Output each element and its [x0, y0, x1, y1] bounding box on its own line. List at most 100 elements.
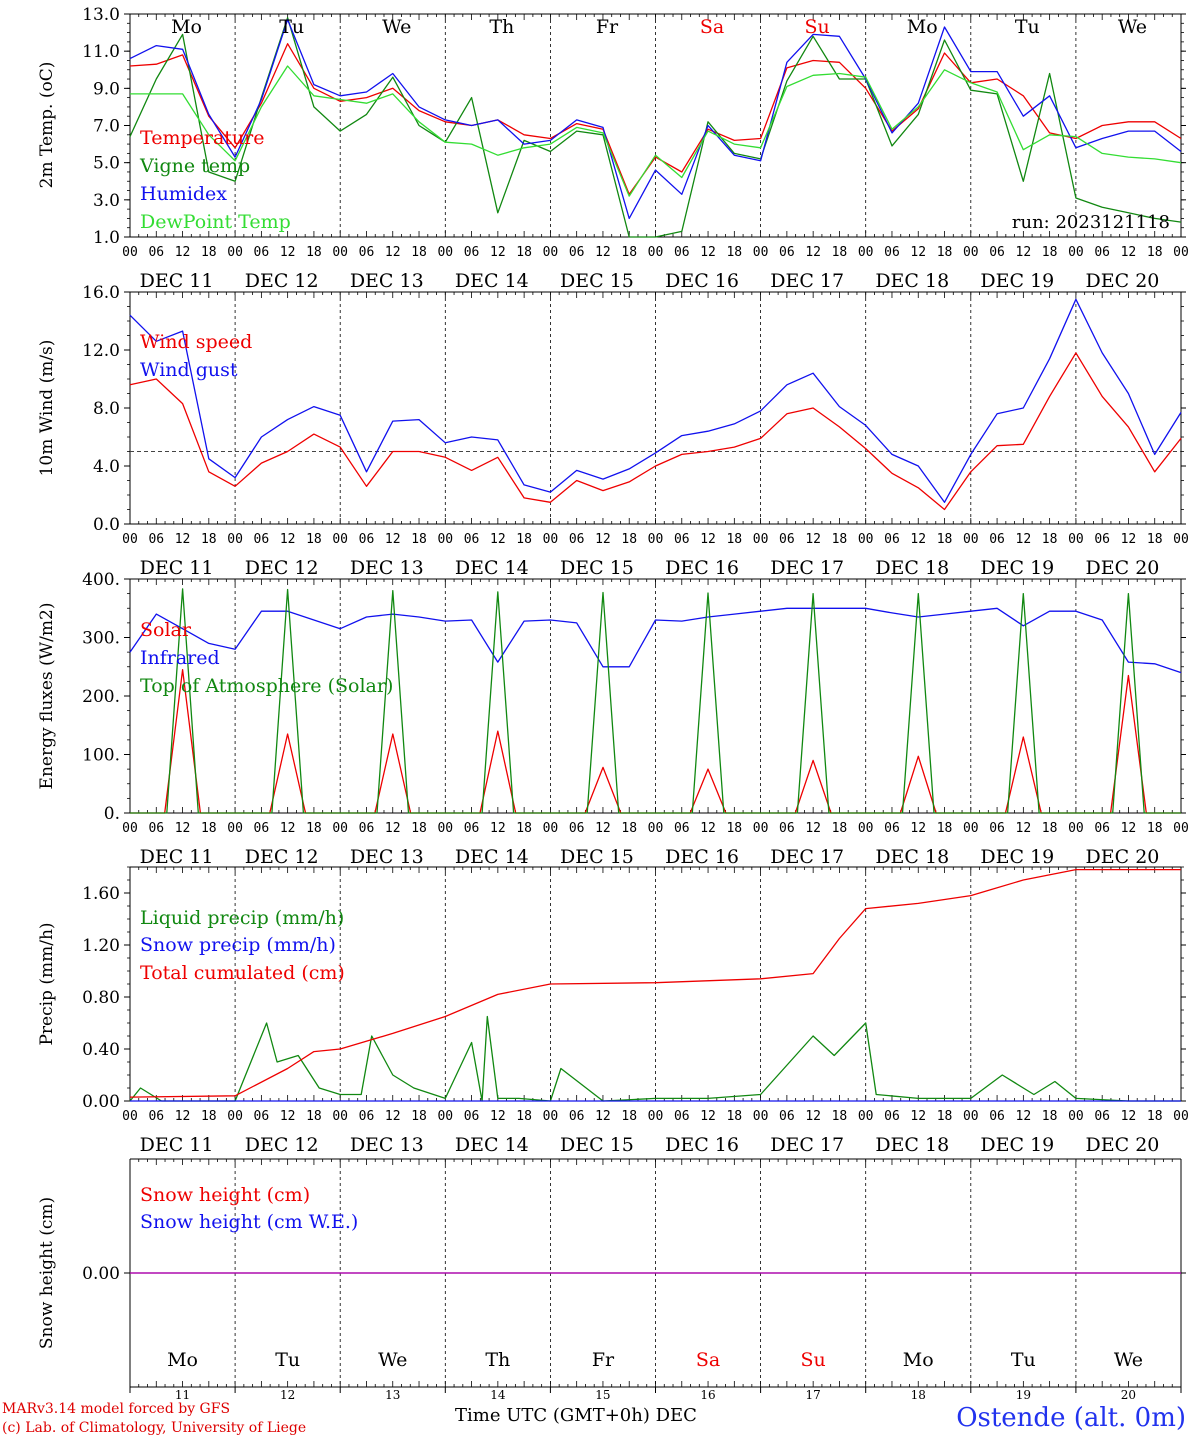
hour-tick-label: 18 [937, 532, 953, 547]
hour-tick-label: 18 [1042, 1109, 1058, 1124]
weekday-label: Tu [1015, 16, 1040, 38]
hour-tick-label: 18 [621, 245, 637, 260]
hour-tick-label: 06 [989, 821, 1005, 836]
hour-tick-label: 06 [1094, 532, 1110, 547]
hour-tick-label: 06 [569, 245, 585, 260]
y-tick-label: 0.0 [93, 515, 120, 535]
series-line [129, 868, 1181, 1098]
hour-tick-label: 18 [516, 1109, 532, 1124]
hour-tick-label: 18 [621, 1109, 637, 1124]
hour-tick-label: 12 [595, 532, 611, 547]
hour-tick-label: 06 [148, 1109, 164, 1124]
day-number: 18 [911, 1388, 926, 1402]
hour-tick-label: 06 [989, 532, 1005, 547]
hour-tick-label: 06 [674, 821, 690, 836]
hour-tick-label: 06 [359, 245, 375, 260]
date-label: DEC 14 [455, 557, 529, 579]
hour-tick-label: 00 [332, 821, 348, 836]
date-label: DEC 16 [665, 270, 739, 292]
hour-tick-label: 18 [1042, 821, 1058, 836]
hour-tick-label: 06 [1094, 821, 1110, 836]
hour-tick-label: 06 [884, 532, 900, 547]
hour-tick-label: 18 [937, 1109, 953, 1124]
series-line [130, 588, 1181, 814]
weekday-label: Tu [1011, 1349, 1036, 1371]
date-label: DEC 18 [875, 270, 949, 292]
hour-tick-label: 18 [516, 245, 532, 260]
x-axis-label: Time UTC (GMT+0h) DEC [455, 1405, 697, 1426]
weekday-label: Fr [596, 16, 619, 38]
legend-label: Snow precip (mm/h) [140, 934, 336, 956]
hour-tick-label: 06 [674, 245, 690, 260]
hour-tick-label: 18 [201, 821, 217, 836]
hour-tick-label: 00 [543, 245, 559, 260]
hour-tick-label: 00 [1173, 245, 1189, 260]
hour-tick-label: 00 [227, 1109, 243, 1124]
y-tick-label: 9.0 [93, 79, 120, 99]
day-number: 19 [1016, 1388, 1031, 1402]
weekday-label: Mo [171, 16, 202, 38]
panel-3: 0. 100. 200. 300. 400. Energy fluxes (W/m2) So… [37, 570, 1189, 868]
hour-tick-label: 12 [910, 1109, 926, 1124]
hour-tick-label: 00 [858, 245, 874, 260]
hour-tick-label: 12 [175, 532, 191, 547]
hour-tick-label: 00 [227, 532, 243, 547]
series-line [129, 17, 1182, 238]
hour-tick-label: 06 [359, 821, 375, 836]
weekday-label: We [1114, 1349, 1143, 1371]
hour-tick-label: 12 [490, 245, 506, 260]
hour-tick-label: 18 [832, 821, 848, 836]
date-label: DEC 16 [665, 557, 739, 579]
date-label: DEC 12 [245, 1134, 319, 1156]
hour-tick-label: 06 [884, 245, 900, 260]
y-axis-label: 10m Wind (m/s) [37, 340, 57, 477]
hour-tick-label: 18 [306, 532, 322, 547]
hour-tick-label: 06 [779, 821, 795, 836]
hour-tick-label: 12 [1121, 1109, 1137, 1124]
hour-tick-label: 12 [700, 532, 716, 547]
weekday-label: We [378, 1349, 407, 1371]
hour-tick-label: 12 [1121, 532, 1137, 547]
hour-tick-label: 18 [306, 1109, 322, 1124]
weekday-label: Su [801, 1349, 826, 1371]
hour-tick-label: 00 [963, 1109, 979, 1124]
weekday-label: We [1118, 16, 1147, 38]
location-title: Ostende (alt. 0m) [956, 1403, 1186, 1433]
hour-tick-label: 18 [411, 532, 427, 547]
y-tick-label: 5.0 [93, 154, 120, 174]
date-label: DEC 15 [560, 557, 634, 579]
hour-tick-label: 06 [359, 1109, 375, 1124]
hour-tick-label: 18 [516, 532, 532, 547]
hour-tick-label: 12 [805, 245, 821, 260]
hour-tick-label: 00 [753, 821, 769, 836]
weekday-label: We [382, 16, 411, 38]
y-tick-label: 16.0 [82, 283, 120, 303]
date-label: DEC 17 [770, 270, 844, 292]
hour-tick-label: 06 [1094, 245, 1110, 260]
hour-tick-label: 00 [648, 532, 664, 547]
date-label: DEC 17 [770, 1134, 844, 1156]
hour-tick-label: 06 [779, 532, 795, 547]
hour-tick-label: 00 [963, 245, 979, 260]
hour-tick-label: 12 [1121, 821, 1137, 836]
date-label: DEC 16 [665, 846, 739, 868]
date-label: DEC 20 [1086, 846, 1160, 868]
hour-tick-label: 18 [411, 1109, 427, 1124]
hour-tick-label: 12 [1016, 821, 1032, 836]
hour-tick-label: 00 [332, 532, 348, 547]
hour-tick-label: 18 [832, 1109, 848, 1124]
y-tick-label: 1.0 [93, 228, 120, 248]
hour-tick-label: 06 [884, 1109, 900, 1124]
legend-label: Wind speed [140, 331, 252, 353]
panel-2: 0.0 4.0 8.0 12.0 16.0 10m Wind (m/s) Wind spee… [37, 283, 1189, 579]
day-number: 16 [700, 1388, 715, 1402]
hour-tick-label: 12 [700, 821, 716, 836]
weekday-label: Th [489, 16, 514, 38]
date-label: DEC 16 [665, 1134, 739, 1156]
hour-tick-label: 18 [1147, 1109, 1163, 1124]
hour-tick-label: 00 [648, 245, 664, 260]
date-label: DEC 18 [875, 846, 949, 868]
panel-1: 1.0 3.0 5.0 7.0 9.0 11.0 13.0 2m Temp. (oC) Temp… [37, 5, 1189, 292]
hour-tick-label: 12 [700, 1109, 716, 1124]
